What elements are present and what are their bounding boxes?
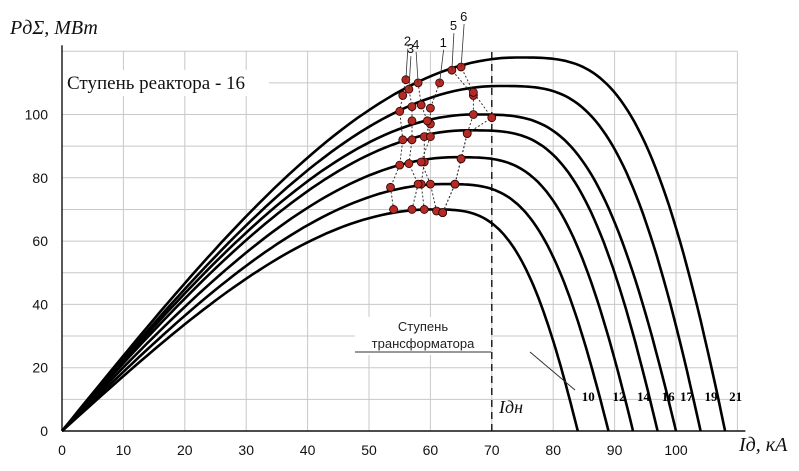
markers [386, 62, 497, 218]
tick-labels: 0 10 20 30 40 50 60 70 80 90 100 0 20 40 60 80 100 [25, 107, 688, 459]
series-label-16: 16 [662, 389, 676, 404]
series-curve-16 [61, 129, 659, 432]
reactor-step-annotation: Ступень реактора - 16 [67, 73, 245, 94]
x-axis-label: Iд, кА [738, 434, 788, 456]
marker-point [404, 159, 414, 168]
series-curve-21 [60, 56, 727, 432]
marker-point [395, 106, 405, 116]
group-leader-4 [415, 51, 419, 83]
callout-background [355, 317, 491, 355]
series-curve-14 [61, 155, 635, 432]
group-label-4: 4 [412, 37, 419, 52]
x-tick-label: 0 [58, 442, 66, 458]
callout-line-1: Ступень [398, 319, 448, 334]
callout-leader [529, 351, 576, 391]
marker-point [413, 179, 423, 189]
marker-point [419, 205, 429, 214]
series-label-10: 10 [582, 389, 595, 404]
marker-point [389, 205, 398, 214]
marker-point [468, 87, 478, 97]
x-tick-label: 20 [177, 442, 193, 458]
x-tick-label: 30 [238, 442, 254, 458]
y-tick-label: 60 [32, 233, 48, 249]
labels: Ступень реактора - 16 PдΣ, МВт Iд, кА Iд… [9, 9, 788, 456]
marker-point [416, 100, 426, 110]
marker-point [407, 135, 417, 145]
x-tick-label: 100 [664, 442, 688, 458]
group-label-6: 6 [460, 9, 467, 24]
series-curve-12 [61, 182, 610, 432]
marker-point [407, 102, 417, 111]
marker-point [438, 208, 448, 218]
x-tick-label: 80 [545, 442, 561, 458]
x-tick-label: 10 [116, 442, 132, 458]
group-leader-1 [439, 49, 445, 83]
x-tick-label: 90 [607, 442, 623, 458]
marker-point [456, 154, 466, 164]
x-tick-label: 70 [484, 442, 500, 458]
y-axis-label: PдΣ, МВт [9, 17, 98, 39]
y-tick-label: 100 [25, 107, 49, 123]
group-label-5: 5 [450, 18, 457, 33]
group-leader-6 [460, 23, 465, 68]
series-label-12: 12 [612, 389, 625, 404]
annotation-background [63, 70, 269, 96]
y-tick-label: 20 [32, 360, 48, 376]
marker-point [416, 157, 426, 167]
group-label-3: 3 [407, 41, 414, 56]
series-curve-10 [61, 208, 580, 432]
marker-point [395, 160, 405, 170]
marker-point [462, 129, 472, 138]
marker-point [407, 205, 417, 214]
axes [61, 45, 746, 432]
group-leader-5 [451, 33, 455, 71]
y-tick-label: 40 [32, 296, 48, 312]
series-label-19: 19 [705, 389, 719, 404]
y-tick-label: 0 [40, 423, 48, 439]
marker-point [398, 91, 408, 100]
marker-point [422, 116, 432, 126]
series-label-14: 14 [637, 389, 651, 404]
series-label-17: 17 [680, 389, 694, 404]
marker-point [407, 116, 417, 126]
group-leader-2 [405, 48, 409, 80]
series-label-21: 21 [729, 389, 742, 404]
marker-point [425, 179, 435, 189]
marker-point [398, 135, 408, 145]
marker-point [425, 132, 435, 142]
group-leader-3 [408, 56, 412, 90]
marker-point [425, 103, 435, 113]
y-tick-label: 80 [32, 170, 48, 186]
vline-label: Iдн [498, 397, 523, 417]
group-label-1: 1 [440, 35, 447, 50]
series-curve-19 [61, 84, 702, 432]
marker-point [468, 110, 478, 119]
marker-point [386, 182, 395, 192]
x-tick-label: 60 [423, 442, 439, 458]
callout-line-2: трансформатора [372, 336, 475, 351]
marker-point [450, 179, 460, 189]
marker-point [487, 113, 497, 123]
group-label-2: 2 [404, 34, 411, 49]
curves [60, 56, 727, 432]
x-tick-label: 40 [300, 442, 316, 458]
x-tick-label: 50 [361, 442, 377, 458]
